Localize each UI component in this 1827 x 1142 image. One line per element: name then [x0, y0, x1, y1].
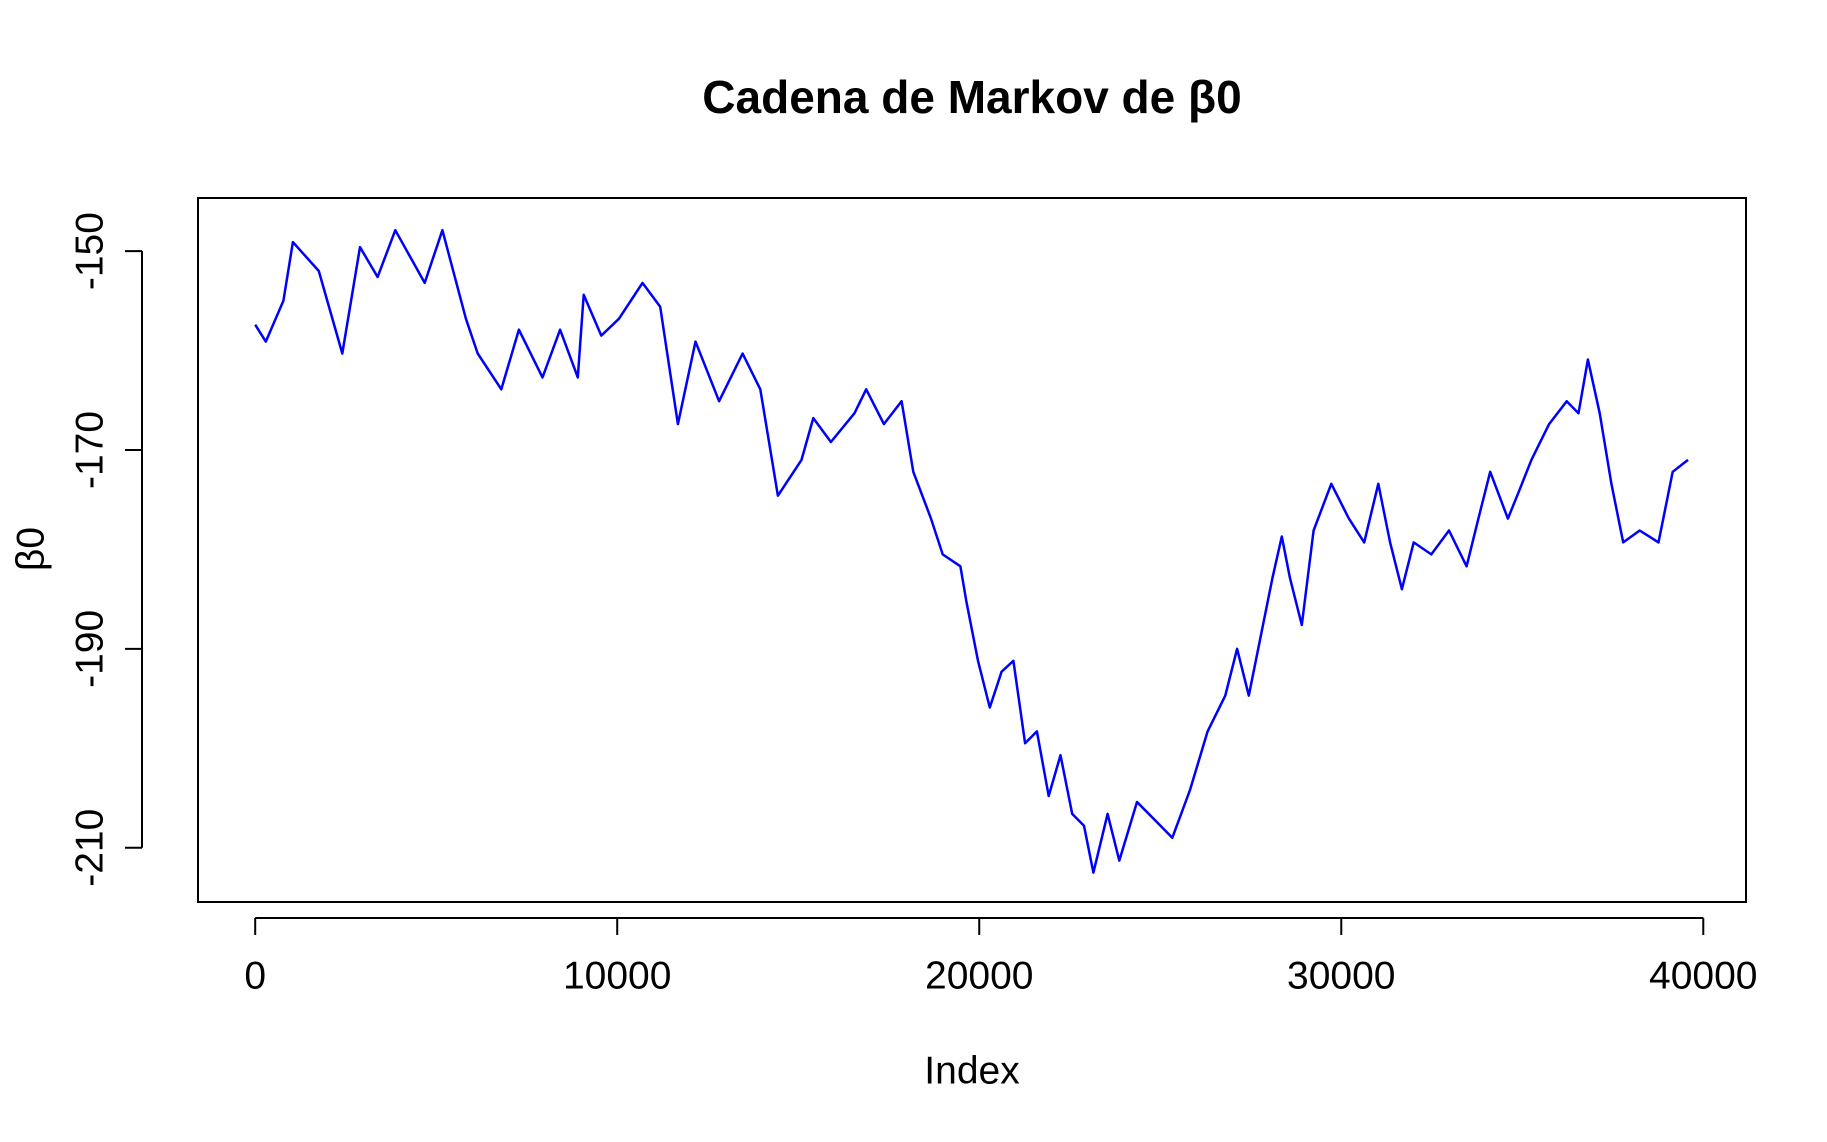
x-tick-label: 10000: [563, 954, 671, 997]
x-tick-label: 40000: [1649, 954, 1757, 997]
y-tick-label: -190: [68, 610, 111, 688]
plot-frame: [197, 197, 1747, 903]
x-axis-label: Index: [924, 1049, 1020, 1092]
y-tick-label: -210: [68, 809, 111, 887]
x-tick-label: 0: [244, 954, 266, 997]
y-tick-label: -170: [68, 411, 111, 489]
chart-title: Cadena de Markov de β0: [702, 71, 1241, 123]
y-tick-label: -150: [68, 212, 111, 290]
x-tick-label: 30000: [1287, 954, 1395, 997]
series-line: [254, 228, 1689, 874]
y-axis-label: β0: [9, 527, 52, 571]
x-tick-label: 20000: [925, 954, 1033, 997]
